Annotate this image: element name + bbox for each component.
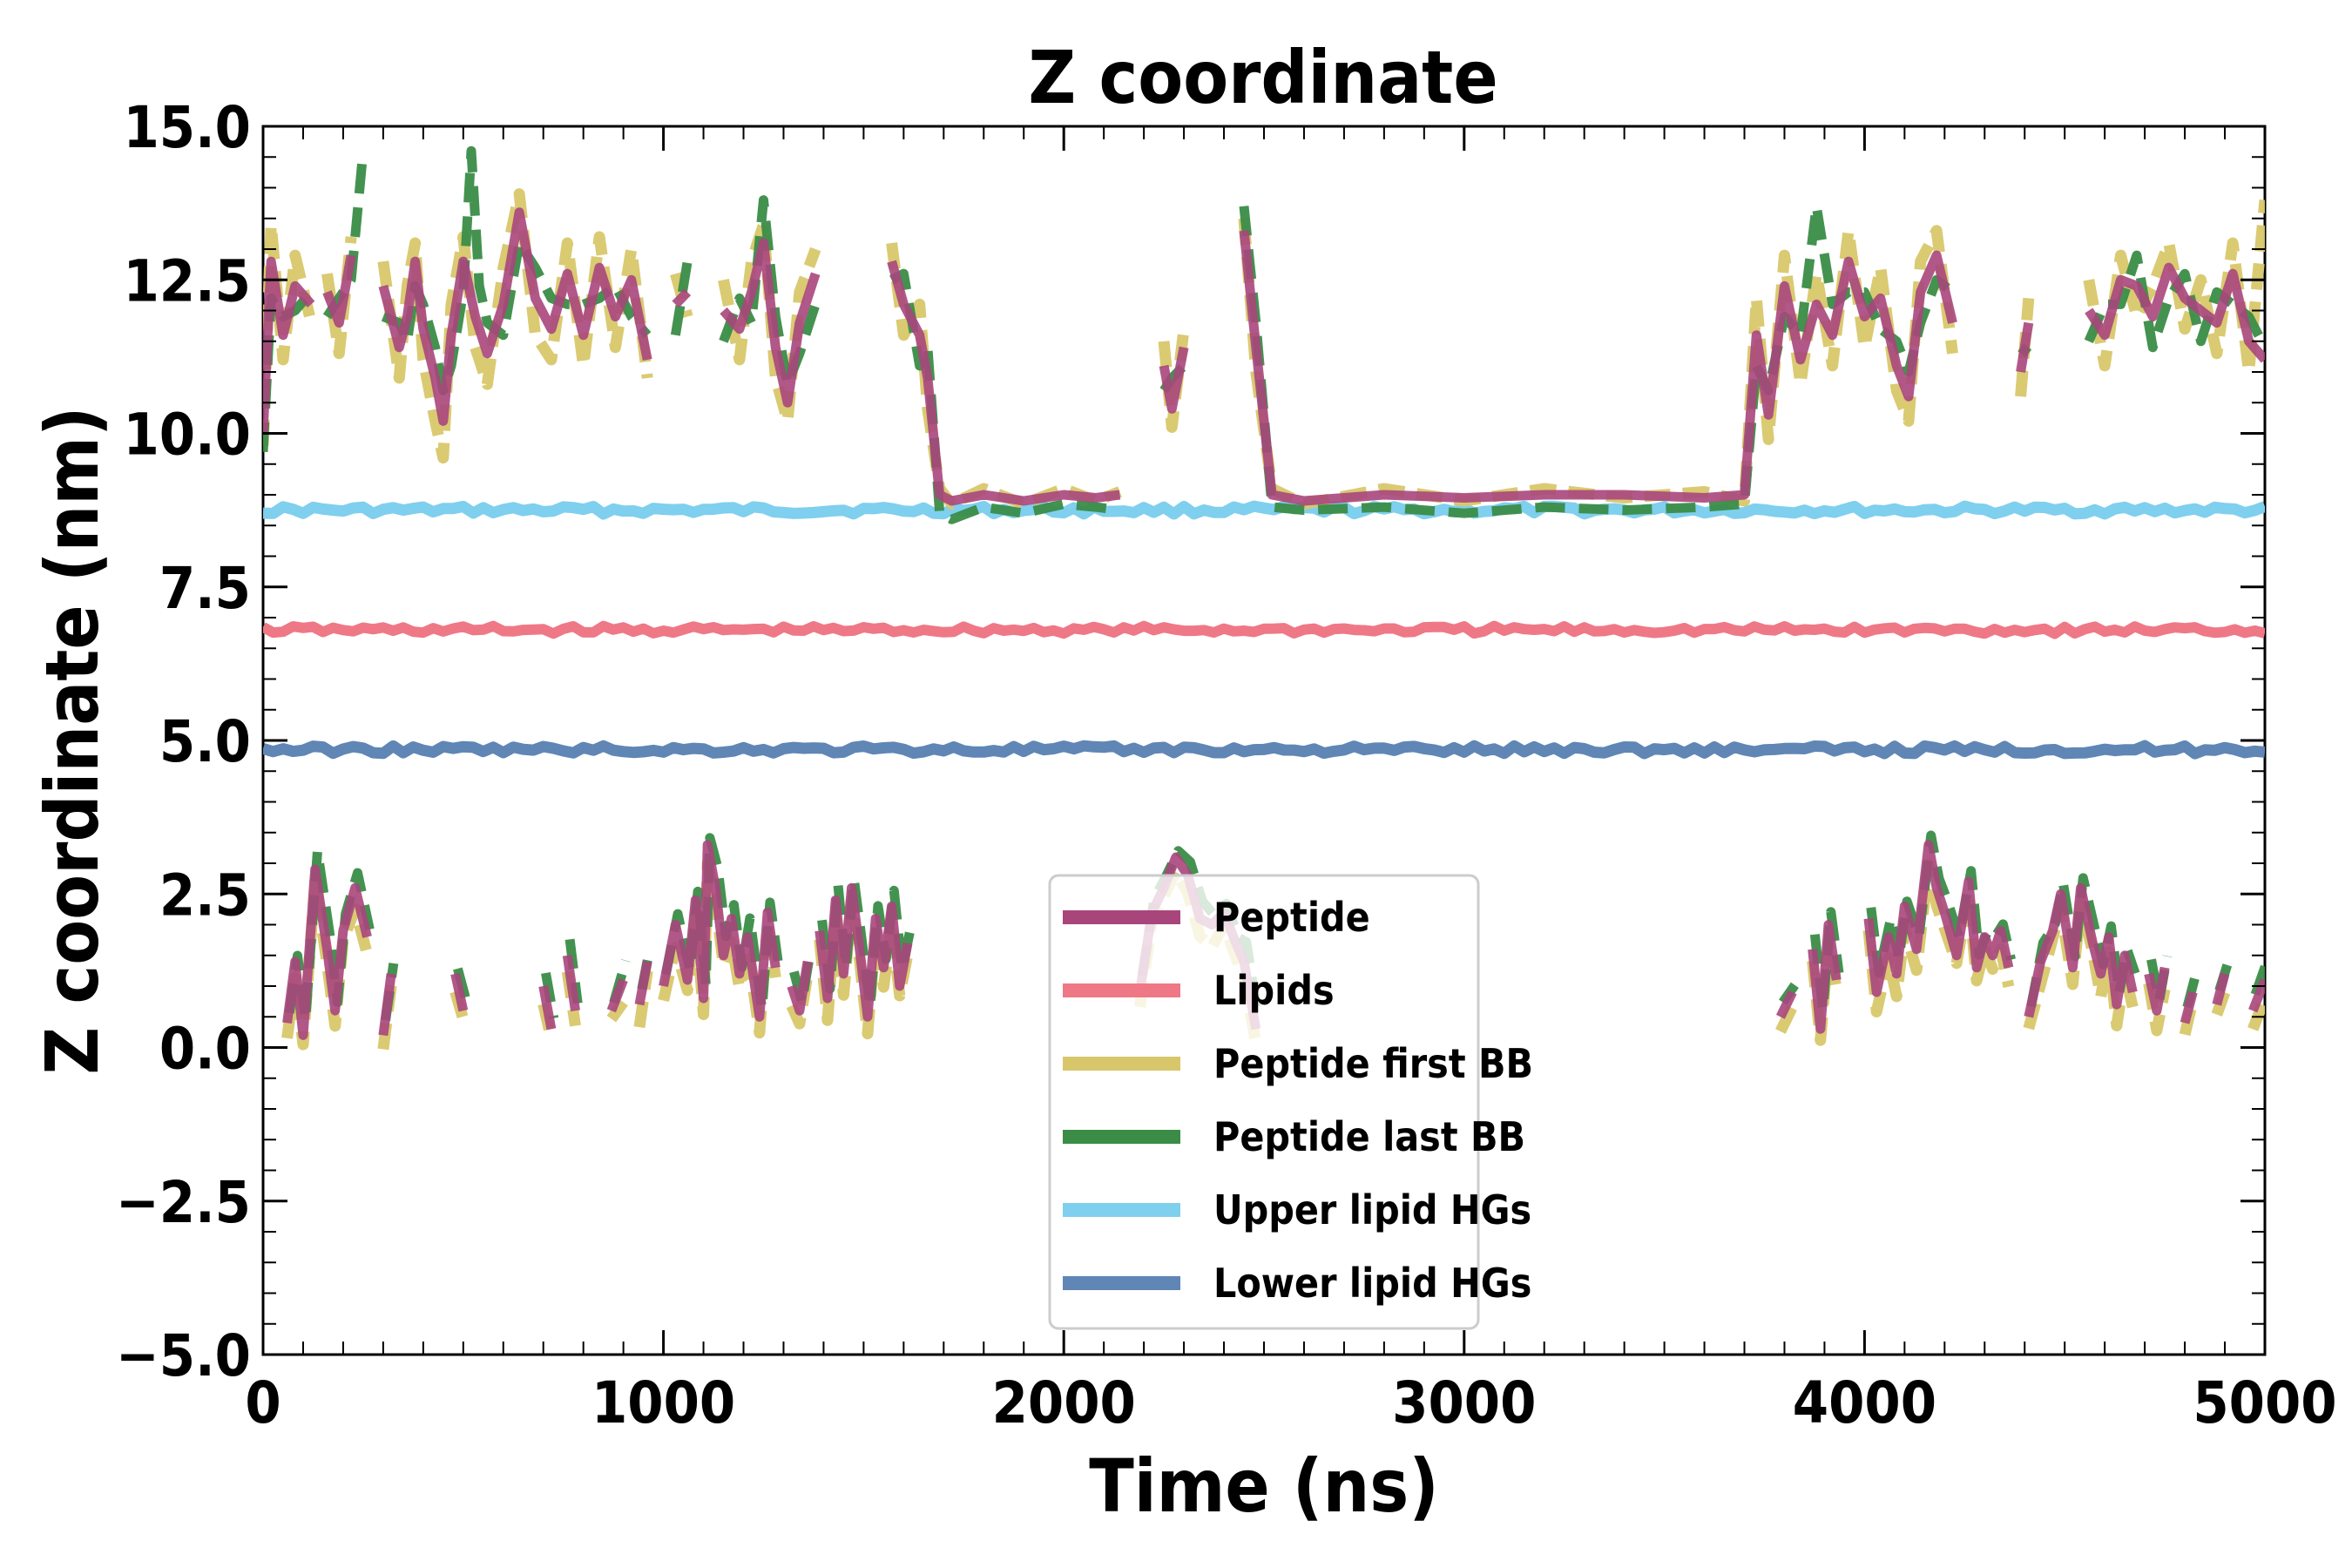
legend-label: Upper lipid HGs	[1213, 1186, 1531, 1233]
axis-ticks: 0 1000 2000 3000 4000 5000 −5.0 −2.5 0.0 2.5 5.0 7.…	[116, 94, 2337, 1436]
x-tick-label: 5000	[2193, 1369, 2336, 1436]
series-line-upper-lipid-hgs	[263, 500, 2265, 520]
y-tick-label: 2.5	[159, 862, 251, 929]
y-axis-label: Z coordinate (nm)	[30, 406, 115, 1074]
y-tick-label: −5.0	[116, 1322, 251, 1389]
legend-label: Peptide first BB	[1213, 1040, 1533, 1087]
legend-label: Peptide	[1213, 894, 1370, 941]
x-tick-label: 2000	[992, 1369, 1136, 1436]
x-tick-label: 3000	[1392, 1369, 1536, 1436]
series-line-lipids	[263, 620, 2265, 639]
x-tick-label: 4000	[1793, 1369, 1936, 1436]
y-tick-label: −2.5	[116, 1169, 251, 1236]
x-axis-label: Time (ns)	[1089, 1443, 1439, 1529]
series-layer	[263, 145, 2265, 1051]
legend-label: Lipids	[1213, 967, 1335, 1014]
series-line-peptide	[263, 207, 2265, 506]
y-tick-label: 10.0	[123, 402, 251, 469]
x-tick-label: 1000	[591, 1369, 735, 1436]
legend-label: Peptide last BB	[1213, 1113, 1525, 1160]
legend-label: Lower lipid HGs	[1213, 1260, 1531, 1307]
series-line-lower-lipid-hgs	[263, 740, 2265, 760]
chart-title: Z coordinate	[1028, 35, 1497, 120]
y-tick-label: 12.5	[123, 247, 251, 314]
x-tick-label: 0	[245, 1369, 280, 1436]
y-tick-label: 0.0	[159, 1016, 251, 1083]
y-tick-label: 15.0	[123, 94, 251, 161]
legend: Peptide Lipids Peptide first BB Peptide las…	[1048, 874, 1533, 1330]
y-tick-label: 5.0	[159, 708, 251, 775]
y-tick-label: 7.5	[159, 555, 251, 622]
